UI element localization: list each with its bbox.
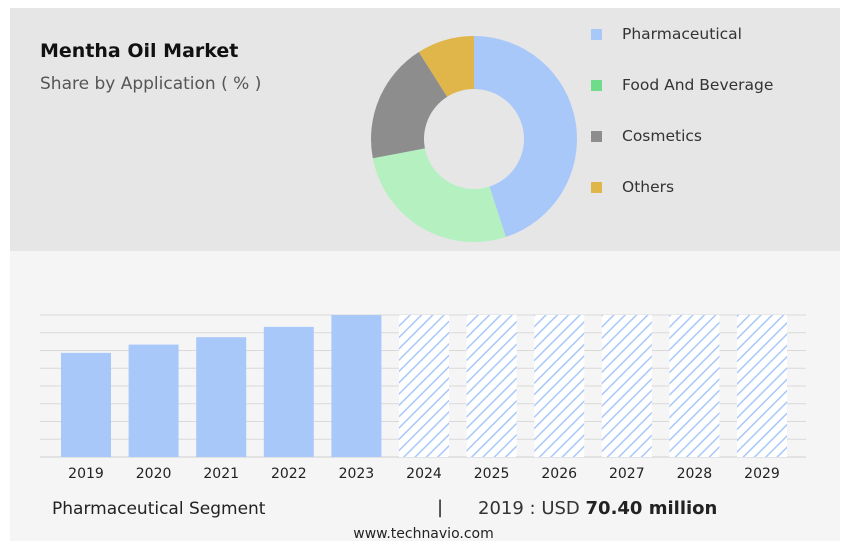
bar-2023 <box>331 315 382 457</box>
donut-slice-cosmetics <box>370 52 448 159</box>
legend-label: Cosmetics <box>622 127 702 145</box>
legend-label: Others <box>622 178 675 196</box>
legend-item-others: Others <box>591 177 674 197</box>
website-link[interactable]: www.technavio.com <box>353 526 494 542</box>
bar-2020 <box>128 344 179 457</box>
bar-2021 <box>196 337 247 457</box>
bar-chart <box>61 315 787 457</box>
footer-segment: Pharmaceutical Segment <box>52 499 266 519</box>
x-tick-label: 2020 <box>136 466 172 482</box>
bar-2024 <box>399 315 449 457</box>
bar-2028 <box>669 315 720 457</box>
x-tick-label: 2027 <box>609 466 645 482</box>
x-tick-label: 2019 <box>68 466 104 482</box>
x-tick-label: 2028 <box>677 466 713 482</box>
footer-value-line: 2019 : USD 70.40 million <box>478 498 717 519</box>
legend-label: Pharmaceutical <box>622 25 742 43</box>
x-tick-label: 2029 <box>744 466 780 482</box>
legend-swatch <box>591 130 602 142</box>
footer-value: 70.40 million <box>585 498 718 519</box>
legend-swatch <box>591 79 602 91</box>
x-tick-label: 2025 <box>474 466 510 482</box>
donut-slice-others <box>418 36 474 97</box>
x-tick-label: 2026 <box>541 466 577 482</box>
x-tick-label: 2021 <box>203 466 239 482</box>
bar-2027 <box>601 315 652 457</box>
chart-title: Mentha Oil Market <box>40 40 239 62</box>
legend-label: Food And Beverage <box>622 76 774 94</box>
bar-2019 <box>61 352 111 457</box>
bar-2022 <box>263 326 314 457</box>
donut-chart <box>370 36 577 242</box>
donut-slice-pharmaceutical <box>474 36 577 237</box>
legend-item-pharmaceutical: Pharmaceutical <box>591 24 742 44</box>
bar-2026 <box>534 315 585 457</box>
bar-2025 <box>466 315 517 457</box>
x-tick-label: 2023 <box>339 466 375 482</box>
legend-item-food-and-beverage: Food And Beverage <box>591 75 773 95</box>
x-tick-label: 2024 <box>406 466 442 482</box>
legend-swatch <box>591 28 602 40</box>
legend-item-cosmetics: Cosmetics <box>591 126 702 146</box>
legend-swatch <box>591 181 602 193</box>
bar-2029 <box>737 315 787 457</box>
bar-chart-x-axis: 2019 2020 2021 2022 2023 2024 2025 2026 2027 2028… <box>68 466 780 482</box>
footer-year-label: 2019 : USD <box>478 498 580 519</box>
x-tick-label: 2022 <box>271 466 307 482</box>
chart-subtitle: Share by Application ( % ) <box>40 74 262 94</box>
footer-separator: | <box>437 497 444 518</box>
donut-slice-food-and-beverage <box>372 148 506 242</box>
